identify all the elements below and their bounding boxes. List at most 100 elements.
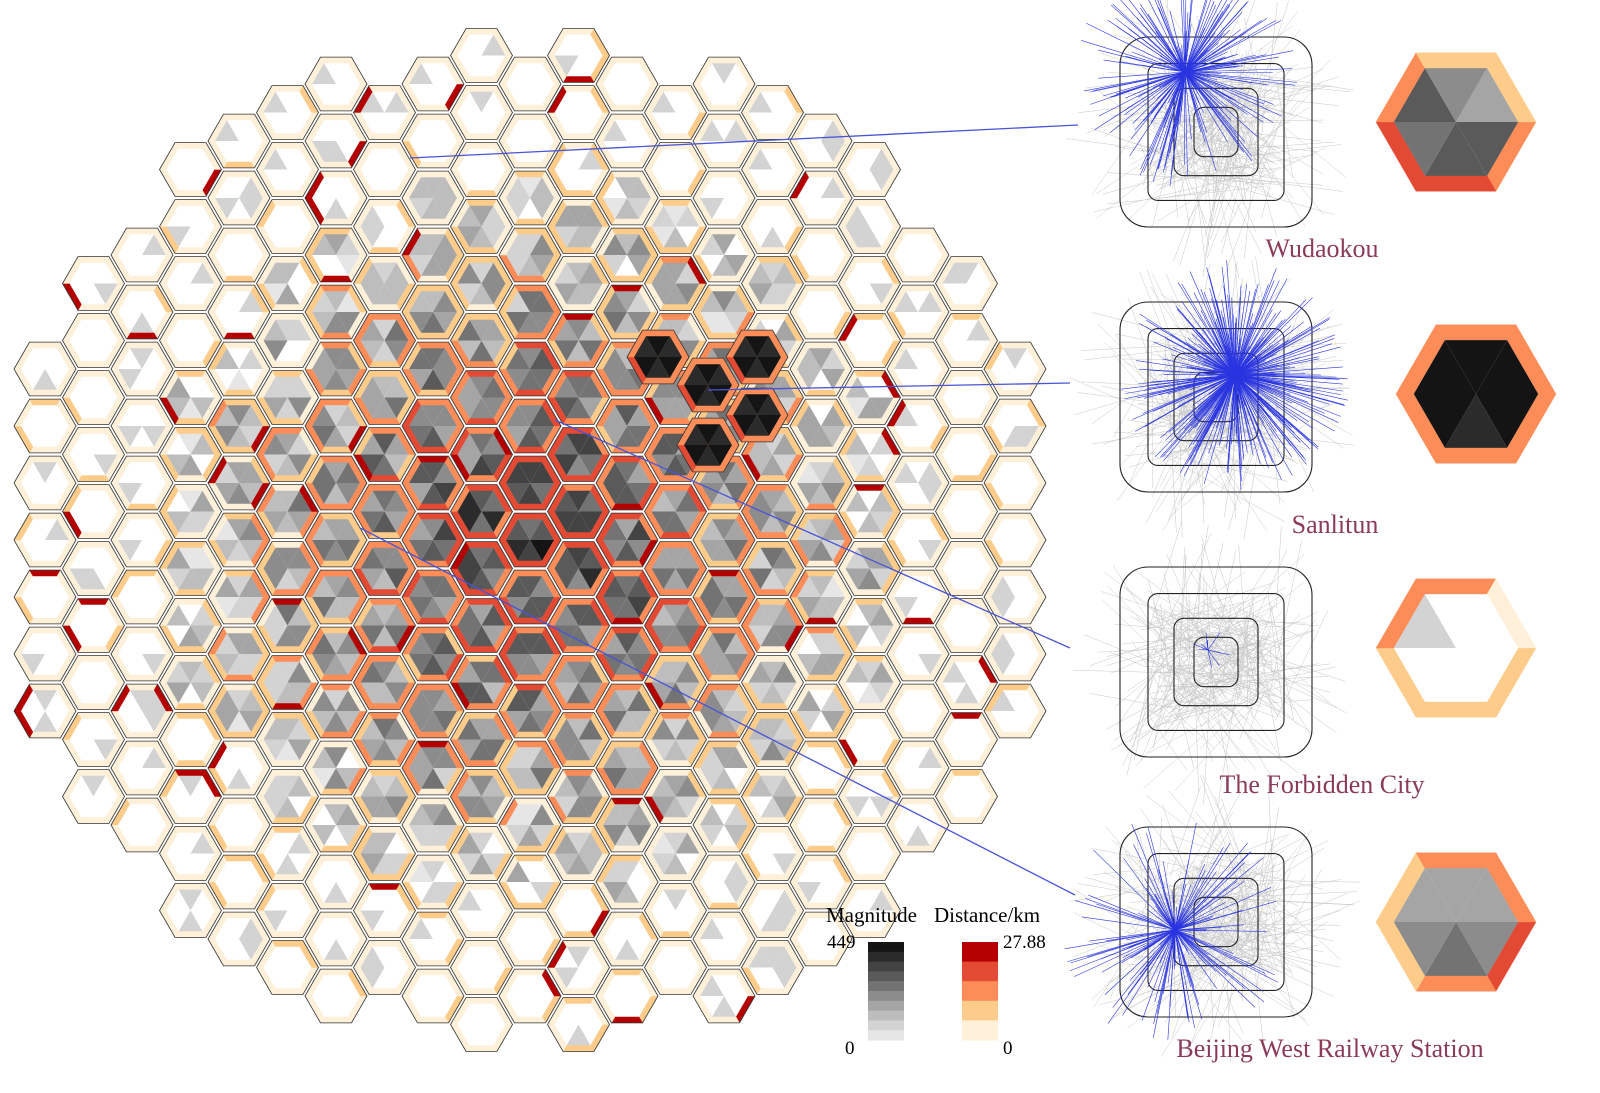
magnitude-triangle [711, 825, 737, 846]
distance-edge [562, 199, 595, 206]
map-hex-cell [450, 370, 513, 425]
magnitude-triangle [129, 483, 155, 504]
magnitude-triangle [651, 946, 676, 968]
hex-outline [62, 655, 125, 710]
distance-edge [465, 988, 498, 995]
magnitude-triangle [336, 861, 361, 882]
magnitude-triangle [602, 63, 627, 84]
magnitude-triangle [275, 568, 300, 590]
magnitude-triangle [614, 576, 640, 597]
magnitude-triangle [20, 690, 45, 711]
map-hex-cell [159, 370, 222, 425]
hex-outline [304, 56, 368, 112]
distance-edge [514, 731, 546, 739]
magnitude-triangle [675, 568, 700, 590]
magnitude-triangle [360, 739, 385, 761]
distance-edge [368, 655, 401, 662]
od-line-background [1127, 296, 1182, 452]
magnitude-triangle [360, 283, 385, 305]
magnitude-triangle [772, 283, 797, 305]
distance-edge [708, 626, 740, 634]
magnitude-triangle [457, 946, 482, 968]
map-hex-cell [256, 256, 319, 311]
magnitude-triangle [408, 690, 433, 711]
magnitude-triangle [311, 483, 336, 504]
magnitude-triangle [1015, 369, 1040, 390]
od-line-selected [1184, 71, 1283, 117]
distance-edge [514, 161, 546, 169]
magnitude-triangle [748, 205, 773, 227]
distance-edge [805, 218, 837, 226]
map-hex-cell [595, 398, 659, 454]
magnitude-triangle [81, 682, 106, 704]
map-hex-cell [256, 826, 319, 881]
magnitude-triangle [69, 319, 94, 341]
hex-outline [159, 142, 222, 197]
magnitude-triangle [808, 654, 834, 675]
magnitude-triangle [748, 91, 773, 113]
map-hex-cell [595, 56, 659, 112]
magnitude-triangle [420, 804, 446, 825]
distance-edge [223, 113, 255, 121]
magnitude-triangle [918, 483, 943, 504]
hex-outline [62, 541, 125, 596]
magnitude-triangle [239, 120, 264, 141]
magnitude-triangle [1015, 711, 1040, 732]
magnitude-triangle [724, 861, 749, 882]
magnitude-triangle [420, 576, 446, 597]
magnitude-triangle [732, 394, 757, 415]
magnitude-triangle [45, 405, 70, 426]
magnitude-triangle [287, 832, 312, 854]
magnitude-triangle [190, 832, 215, 854]
magnitude-triangle [505, 312, 530, 333]
magnitude-triangle [481, 946, 506, 968]
map-hex-cell [692, 911, 756, 967]
distance-edge [708, 1016, 740, 1024]
magnitude-triangle [966, 604, 991, 626]
hex-outline [595, 854, 659, 910]
magnitude-triangle [530, 63, 555, 84]
magnitude-triangle [954, 739, 979, 761]
od-line-background [1124, 443, 1259, 457]
magnitude-triangle [166, 283, 191, 305]
distance-edge [853, 703, 886, 710]
hex-outline [741, 940, 804, 995]
magnitude-triangle [530, 939, 555, 960]
magnitude-triangle [433, 483, 458, 504]
magnitude-triangle [226, 369, 252, 390]
hex-outline [692, 797, 756, 853]
distance-edge [514, 332, 546, 340]
magnitude-triangle [481, 718, 506, 740]
od-line-background [1069, 377, 1239, 452]
hex-outline [62, 598, 125, 653]
distance-edge [223, 275, 255, 283]
distance-edge [223, 617, 255, 625]
hex-outline [450, 655, 513, 710]
magnitude-triangle [602, 234, 627, 255]
hex-outline [207, 911, 271, 967]
distance-edge [642, 329, 674, 337]
magnitude-triangle [554, 853, 579, 875]
od-line-background [1241, 0, 1289, 153]
magnitude-triangle [287, 853, 312, 875]
magnitude-triangle [336, 348, 361, 369]
magnitude-triangle [239, 312, 264, 333]
distance-edge [417, 455, 449, 463]
magnitude-triangle [808, 291, 834, 312]
distance-edge [368, 427, 401, 434]
magnitude-triangle [384, 169, 409, 191]
distance-edge [320, 170, 352, 178]
map-hex-cell [595, 455, 659, 511]
magnitude-triangle [675, 547, 700, 569]
distance-edge [320, 332, 352, 340]
magnitude-triangle [117, 768, 142, 789]
od-line-background [1127, 383, 1228, 434]
magnitude-triangle [990, 348, 1015, 369]
distance-edge [562, 313, 595, 320]
hex-outline [741, 199, 804, 254]
magnitude-triangle [857, 454, 882, 476]
distance-edge [999, 398, 1031, 406]
magnitude-triangle [69, 604, 94, 626]
map-hex-cell [401, 740, 465, 796]
hex-grid-map [13, 28, 1047, 1052]
